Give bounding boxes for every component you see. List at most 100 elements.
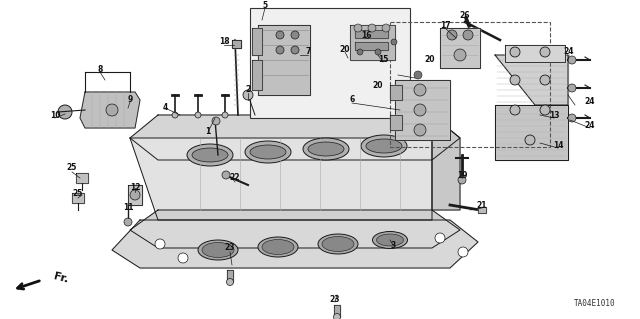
Text: 24: 24 (564, 48, 574, 56)
Circle shape (333, 314, 340, 319)
Polygon shape (395, 80, 450, 140)
Polygon shape (334, 305, 340, 317)
Circle shape (540, 47, 550, 57)
Text: 22: 22 (230, 174, 240, 182)
Ellipse shape (202, 242, 234, 257)
Text: 7: 7 (305, 48, 310, 56)
Text: 16: 16 (361, 31, 371, 40)
Ellipse shape (187, 144, 233, 166)
Circle shape (178, 253, 188, 263)
Polygon shape (258, 25, 310, 95)
Circle shape (130, 190, 140, 200)
Circle shape (172, 112, 178, 118)
Polygon shape (355, 30, 388, 38)
Text: 26: 26 (460, 11, 470, 19)
Text: 18: 18 (219, 38, 229, 47)
Text: 20: 20 (425, 56, 435, 64)
Text: 25: 25 (67, 164, 77, 173)
Ellipse shape (361, 135, 407, 157)
Circle shape (510, 105, 520, 115)
Polygon shape (350, 25, 395, 60)
Text: 21: 21 (477, 201, 487, 210)
Circle shape (458, 176, 466, 184)
Text: 9: 9 (127, 94, 132, 103)
Circle shape (458, 247, 468, 257)
Circle shape (435, 233, 445, 243)
Ellipse shape (308, 142, 344, 156)
Circle shape (368, 24, 376, 32)
Text: 2: 2 (245, 85, 251, 94)
Text: 12: 12 (130, 183, 140, 192)
Circle shape (291, 31, 299, 39)
Circle shape (227, 278, 234, 286)
Text: 25: 25 (73, 189, 83, 198)
Circle shape (568, 114, 576, 122)
Polygon shape (495, 55, 568, 105)
Circle shape (222, 112, 228, 118)
Circle shape (391, 39, 397, 45)
Circle shape (58, 105, 72, 119)
Polygon shape (72, 193, 84, 203)
Polygon shape (130, 210, 460, 248)
Polygon shape (112, 220, 478, 268)
Circle shape (414, 104, 426, 116)
Polygon shape (505, 45, 565, 62)
Bar (390, 22, 550, 147)
Circle shape (243, 90, 253, 100)
Polygon shape (128, 185, 142, 205)
Circle shape (414, 124, 426, 136)
Text: 13: 13 (548, 110, 559, 120)
Text: 6: 6 (349, 95, 355, 105)
Circle shape (382, 24, 390, 32)
Text: 10: 10 (50, 110, 60, 120)
Circle shape (510, 75, 520, 85)
Polygon shape (252, 60, 262, 90)
Circle shape (255, 112, 261, 118)
Polygon shape (390, 85, 402, 100)
Ellipse shape (318, 234, 358, 254)
Polygon shape (130, 115, 460, 160)
Circle shape (447, 30, 457, 40)
Polygon shape (355, 42, 388, 50)
Polygon shape (80, 92, 140, 128)
Ellipse shape (376, 234, 403, 246)
Text: 20: 20 (372, 80, 383, 90)
Circle shape (291, 46, 299, 54)
Text: 24: 24 (585, 121, 595, 130)
Circle shape (319, 112, 325, 118)
Text: 23: 23 (330, 295, 340, 305)
Circle shape (357, 49, 363, 55)
Polygon shape (478, 207, 486, 213)
Circle shape (354, 24, 362, 32)
Text: 19: 19 (457, 170, 467, 180)
Ellipse shape (192, 148, 228, 162)
Text: 15: 15 (378, 55, 388, 63)
Circle shape (155, 239, 165, 249)
Polygon shape (232, 40, 241, 48)
Circle shape (463, 30, 473, 40)
Polygon shape (495, 105, 568, 160)
Polygon shape (390, 115, 402, 130)
Ellipse shape (372, 232, 408, 249)
Circle shape (352, 112, 358, 118)
Circle shape (195, 112, 201, 118)
Polygon shape (440, 28, 480, 68)
Circle shape (568, 84, 576, 92)
Ellipse shape (245, 141, 291, 163)
Circle shape (124, 218, 132, 226)
Circle shape (414, 84, 426, 96)
Text: 24: 24 (585, 98, 595, 107)
Ellipse shape (366, 139, 402, 153)
Circle shape (287, 112, 293, 118)
Polygon shape (252, 28, 262, 55)
Circle shape (540, 105, 550, 115)
Text: 3: 3 (390, 241, 396, 249)
Polygon shape (227, 270, 233, 282)
Polygon shape (130, 138, 432, 220)
Bar (250, 8, 410, 118)
Ellipse shape (262, 240, 294, 255)
Text: 20: 20 (340, 44, 350, 54)
Text: 4: 4 (163, 103, 168, 113)
Text: 5: 5 (262, 2, 268, 11)
Circle shape (385, 112, 391, 118)
